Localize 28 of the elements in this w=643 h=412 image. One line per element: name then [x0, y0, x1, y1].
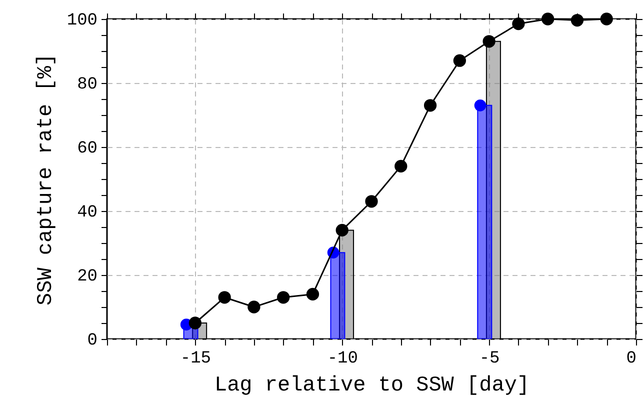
y-tick-label: 80	[77, 76, 98, 94]
x-tick-label: 0	[626, 350, 636, 368]
point	[424, 99, 437, 112]
y-tick-label: 40	[77, 204, 98, 222]
point	[188, 316, 202, 330]
point	[277, 291, 290, 304]
point	[218, 291, 231, 304]
x-tick-label: -10	[327, 350, 358, 368]
point	[512, 17, 525, 30]
point	[453, 54, 466, 67]
point	[570, 14, 584, 27]
y-tick-label: 0	[87, 332, 98, 350]
x-axis-title: Lag relative to SSW [day]	[214, 374, 530, 398]
point	[542, 12, 554, 26]
point	[394, 160, 408, 173]
point	[482, 35, 496, 48]
x-tick-label: -15	[180, 350, 211, 368]
point	[474, 99, 486, 112]
x-tick-label: -5	[479, 350, 500, 368]
y-axis-title: SSW capture rate [%]	[34, 53, 58, 306]
point	[336, 224, 348, 237]
point	[248, 300, 260, 314]
y-tick-label: 100	[66, 12, 98, 30]
point	[365, 195, 378, 208]
point	[306, 288, 320, 301]
y-tick-label: 20	[77, 268, 98, 286]
y-tick-label: 60	[77, 140, 98, 158]
point	[600, 12, 613, 26]
